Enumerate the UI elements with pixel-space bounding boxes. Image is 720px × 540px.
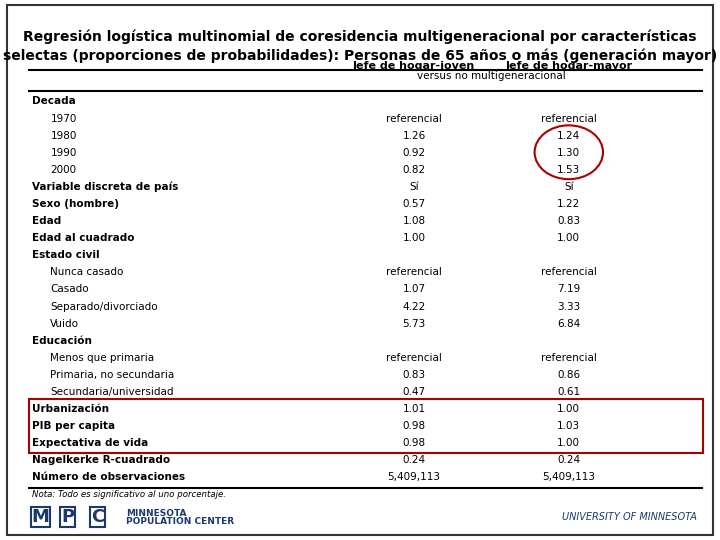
- Text: 0.24: 0.24: [557, 455, 580, 465]
- Text: 1.00: 1.00: [557, 233, 580, 243]
- Text: P: P: [61, 508, 74, 526]
- Text: 0.98: 0.98: [402, 421, 426, 431]
- Text: PIB per capita: PIB per capita: [32, 421, 115, 431]
- Text: MINNESOTA: MINNESOTA: [126, 509, 186, 517]
- Text: Sexo (hombre): Sexo (hombre): [32, 199, 120, 209]
- Text: 0.47: 0.47: [402, 387, 426, 397]
- Text: 0.92: 0.92: [402, 148, 426, 158]
- Text: Vuido: Vuido: [50, 319, 79, 329]
- Text: 1.53: 1.53: [557, 165, 580, 175]
- Text: 0.57: 0.57: [402, 199, 426, 209]
- Text: 1.24: 1.24: [557, 131, 580, 140]
- Text: 0.83: 0.83: [402, 370, 426, 380]
- Text: Regresión logística multinomial de coresidencia multigeneracional por caracterís: Regresión logística multinomial de cores…: [23, 30, 697, 44]
- Text: Expectativa de vida: Expectativa de vida: [32, 438, 148, 448]
- Text: selectas (proporciones de probabilidades): Personas de 65 años o más (generación: selectas (proporciones de probabilidades…: [3, 49, 717, 63]
- Text: referencial: referencial: [541, 113, 597, 124]
- Bar: [29, 399, 703, 453]
- Text: Nota: Todo es significativo al uno porcentaje.: Nota: Todo es significativo al uno porce…: [32, 490, 226, 499]
- Text: Jefe de hogar-mayor: Jefe de hogar-mayor: [505, 61, 632, 71]
- Text: Menos que primaria: Menos que primaria: [50, 353, 155, 363]
- Text: 0.82: 0.82: [402, 165, 426, 175]
- Text: Casado: Casado: [50, 285, 89, 294]
- Text: referencial: referencial: [541, 353, 597, 363]
- Text: 1.00: 1.00: [557, 438, 580, 448]
- Text: Decada: Decada: [32, 97, 76, 106]
- Text: Jefe de hogar-joven: Jefe de hogar-joven: [353, 61, 475, 71]
- Text: 1990: 1990: [50, 148, 77, 158]
- Text: 1.00: 1.00: [557, 404, 580, 414]
- Text: 0.24: 0.24: [402, 455, 426, 465]
- Text: referencial: referencial: [386, 353, 442, 363]
- Text: Separado/divorciado: Separado/divorciado: [50, 301, 158, 312]
- Text: 2000: 2000: [50, 165, 76, 175]
- Text: 1.07: 1.07: [402, 285, 426, 294]
- Text: C: C: [91, 508, 104, 526]
- Text: 1.26: 1.26: [402, 131, 426, 140]
- Text: 1.08: 1.08: [402, 216, 426, 226]
- Text: 1.00: 1.00: [402, 233, 426, 243]
- Text: Edad al cuadrado: Edad al cuadrado: [32, 233, 135, 243]
- Text: 1.01: 1.01: [402, 404, 426, 414]
- Text: 6.84: 6.84: [557, 319, 580, 329]
- Text: Educación: Educación: [32, 336, 92, 346]
- Text: 1980: 1980: [50, 131, 77, 140]
- Text: 5.73: 5.73: [402, 319, 426, 329]
- Text: Número de observaciones: Número de observaciones: [32, 472, 186, 482]
- Text: Sí: Sí: [409, 182, 419, 192]
- Text: versus no multigeneracional: versus no multigeneracional: [417, 71, 566, 81]
- Text: Urbanización: Urbanización: [32, 404, 109, 414]
- Text: 1970: 1970: [50, 113, 77, 124]
- Text: Variable discreta de país: Variable discreta de país: [32, 181, 179, 192]
- Text: referencial: referencial: [541, 267, 597, 278]
- Text: Sí: Sí: [564, 182, 574, 192]
- Text: Edad: Edad: [32, 216, 62, 226]
- Text: 3.33: 3.33: [557, 301, 580, 312]
- Text: 0.98: 0.98: [402, 438, 426, 448]
- Text: 0.61: 0.61: [557, 387, 580, 397]
- Text: 1.22: 1.22: [557, 199, 580, 209]
- Text: Nunca casado: Nunca casado: [50, 267, 124, 278]
- Text: Primaria, no secundaria: Primaria, no secundaria: [50, 370, 175, 380]
- Text: 5,409,113: 5,409,113: [387, 472, 441, 482]
- Text: Estado civil: Estado civil: [32, 250, 100, 260]
- Text: 1.30: 1.30: [557, 148, 580, 158]
- Text: referencial: referencial: [386, 267, 442, 278]
- Text: 7.19: 7.19: [557, 285, 580, 294]
- Text: UNIVERSITY OF MINNESOTA: UNIVERSITY OF MINNESOTA: [562, 512, 697, 522]
- Text: Secundaria/universidad: Secundaria/universidad: [50, 387, 174, 397]
- Text: 0.83: 0.83: [557, 216, 580, 226]
- Text: 5,409,113: 5,409,113: [542, 472, 595, 482]
- Text: 4.22: 4.22: [402, 301, 426, 312]
- Text: referencial: referencial: [386, 113, 442, 124]
- Text: 1.03: 1.03: [557, 421, 580, 431]
- Text: M: M: [32, 508, 50, 526]
- Text: POPULATION CENTER: POPULATION CENTER: [126, 517, 234, 526]
- Text: Nagelkerke R-cuadrado: Nagelkerke R-cuadrado: [32, 455, 171, 465]
- Text: 0.86: 0.86: [557, 370, 580, 380]
